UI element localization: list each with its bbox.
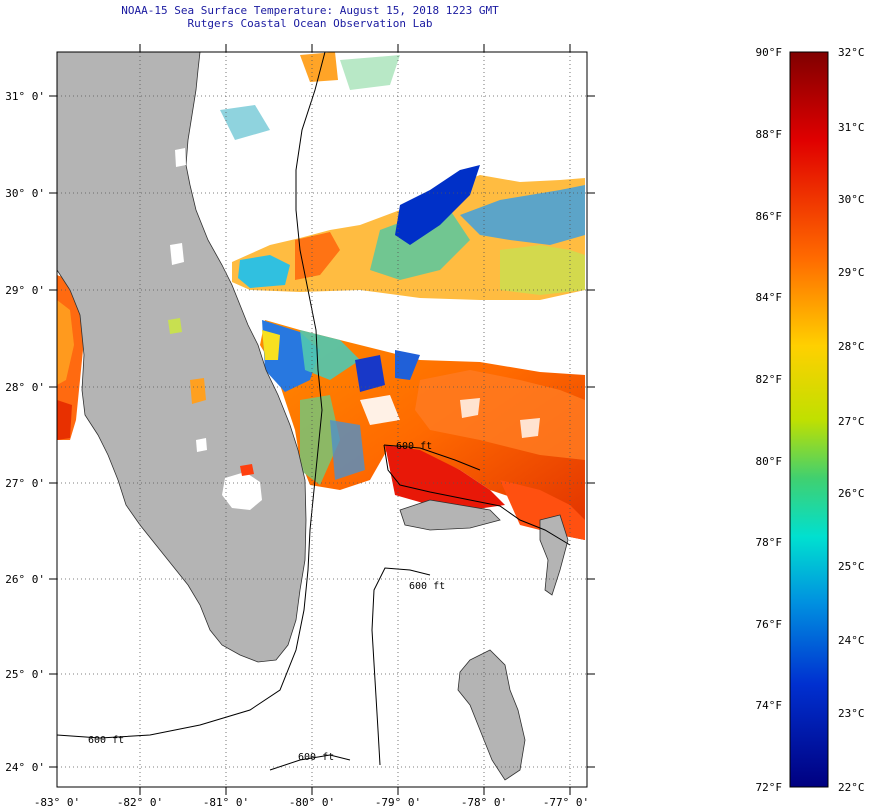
lat-label: 29° 0' xyxy=(5,284,45,297)
f-label: 90°F xyxy=(756,46,783,59)
f-label: 84°F xyxy=(756,291,783,304)
contour-label: 600 ft xyxy=(88,735,124,746)
map-frame xyxy=(56,51,588,788)
f-label: 88°F xyxy=(756,128,783,141)
f-label: 78°F xyxy=(756,536,783,549)
c-label: 30°C xyxy=(838,193,865,206)
lon-label: -82° 0' xyxy=(117,796,163,809)
lat-label: 24° 0' xyxy=(5,761,45,774)
f-label: 72°F xyxy=(756,781,783,794)
lon-label: -78° 0' xyxy=(461,796,507,809)
c-label: 23°C xyxy=(838,707,865,720)
andros-land xyxy=(457,649,526,781)
f-label: 76°F xyxy=(756,618,783,631)
axis-ticks xyxy=(49,44,595,795)
c-label: 25°C xyxy=(838,560,865,573)
f-label: 80°F xyxy=(756,455,783,468)
florida-land xyxy=(57,52,307,663)
c-label: 27°C xyxy=(838,415,865,428)
c-label: 31°C xyxy=(838,121,865,134)
latitude-labels: 31° 0' 30° 0' 29° 0' 28° 0' 27° 0' 26° 0… xyxy=(5,90,45,774)
fahrenheit-labels: 90°F 88°F 86°F 84°F 82°F 80°F 78°F 76°F … xyxy=(756,46,783,794)
lat-label: 25° 0' xyxy=(5,668,45,681)
c-label: 28°C xyxy=(838,340,865,353)
f-label: 82°F xyxy=(756,373,783,386)
contour-label: 600 ft xyxy=(396,441,432,452)
map-plot-area xyxy=(57,52,587,787)
contour-labels: 600 ft 600 ft 600 ft 600 ft xyxy=(88,441,445,763)
abaco-land xyxy=(539,514,569,596)
c-label: 26°C xyxy=(838,487,865,500)
lon-label: -80° 0' xyxy=(289,796,335,809)
temperature-colorbar xyxy=(789,51,829,788)
lake-okeechobee xyxy=(222,472,262,510)
c-label: 32°C xyxy=(838,46,865,59)
map-title: NOAA-15 Sea Surface Temperature: August … xyxy=(121,4,499,17)
lon-label: -79° 0' xyxy=(375,796,421,809)
c-label: 24°C xyxy=(838,634,865,647)
f-label: 86°F xyxy=(756,210,783,223)
lat-label: 31° 0' xyxy=(5,90,45,103)
lon-label: -81° 0' xyxy=(203,796,249,809)
grand-bahama-land xyxy=(399,499,501,531)
lat-label: 27° 0' xyxy=(5,477,45,490)
lat-label: 28° 0' xyxy=(5,381,45,394)
f-label: 74°F xyxy=(756,699,783,712)
lon-label: -83° 0' xyxy=(34,796,80,809)
contour-label: 600 ft xyxy=(409,581,445,592)
c-label: 29°C xyxy=(838,266,865,279)
lon-label: -77° 0' xyxy=(543,796,589,809)
map-subtitle: Rutgers Coastal Ocean Observation Lab xyxy=(187,17,433,30)
lat-label: 30° 0' xyxy=(5,187,45,200)
lat-label: 26° 0' xyxy=(5,573,45,586)
c-label: 22°C xyxy=(838,781,865,794)
contour-label: 600 ft xyxy=(298,752,334,763)
grid-lines xyxy=(57,52,587,787)
depth-contours xyxy=(57,52,571,771)
celsius-labels: 32°C 31°C 30°C 29°C 28°C 27°C 26°C 25°C … xyxy=(838,46,865,794)
longitude-labels: -83° 0' -82° 0' -81° 0' -80° 0' -79° 0' … xyxy=(34,796,589,809)
